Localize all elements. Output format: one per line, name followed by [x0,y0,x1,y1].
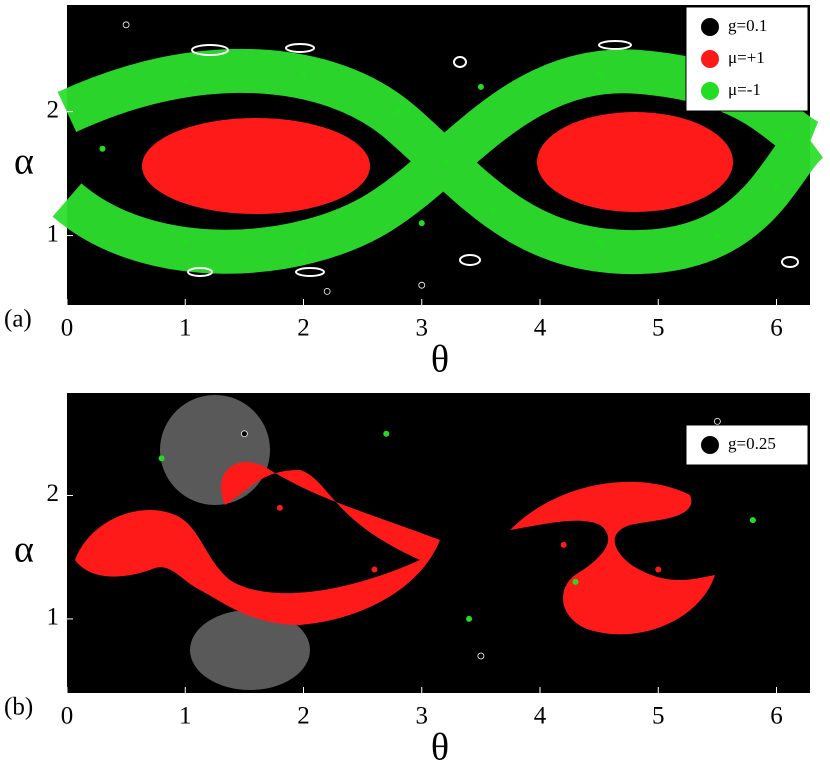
legend-marker [701,18,719,36]
x-tick-label: 2 [297,703,310,730]
point [158,455,165,462]
y-axis-label: α [14,141,34,183]
point [182,170,189,177]
point [146,541,153,548]
point [667,145,674,152]
y-tick-label: 2 [47,96,60,123]
point [240,430,248,438]
legend-label: g=0.25 [728,434,776,453]
point [323,287,331,295]
legend-marker [701,436,719,454]
point [442,158,449,165]
point [418,220,425,227]
small-islands [187,40,799,277]
point [572,578,579,585]
legend-marker [701,82,719,100]
x-tick-label: 6 [770,315,783,342]
point [395,108,402,115]
point [466,615,473,622]
panel-label: (b) [4,694,33,721]
point [182,238,189,245]
x-axis-label: θ [431,727,449,769]
y-axis-label: α [14,529,34,571]
point [655,566,662,573]
legend-label: μ=+1 [728,48,765,67]
x-tick-label: 1 [179,315,192,342]
x-tick-label: 1 [179,703,192,730]
point [489,207,496,214]
point [276,504,283,511]
x-tick-label: 3 [416,315,429,342]
red-region [510,481,715,635]
panel-label: (a) [4,306,32,333]
point [182,77,189,84]
x-tick-label: 4 [534,315,547,342]
x-tick-label: 2 [297,315,310,342]
x-tick-label: 4 [534,703,547,730]
point [773,182,780,189]
point [714,232,721,239]
point [383,430,390,437]
y-tick-label: 2 [47,480,60,507]
point [560,170,567,177]
point [785,133,792,140]
legend-marker [701,50,719,68]
point [418,281,426,289]
point [371,566,378,573]
x-tick-label: 6 [770,703,783,730]
point [247,158,254,165]
point [300,71,307,78]
point [477,652,485,660]
point [300,251,307,258]
point [122,21,130,29]
point [596,71,603,78]
point [477,83,484,90]
red-island [537,112,733,212]
point [713,417,721,425]
point [749,517,756,524]
red-island [142,118,370,214]
y-tick-label: 1 [47,604,60,631]
point [596,238,603,245]
point [613,158,620,165]
point [312,145,319,152]
legend-label: μ=-1 [728,80,761,99]
legend-label: g=0.1 [728,16,767,35]
x-tick-label: 5 [652,315,665,342]
x-tick-label: 5 [652,703,665,730]
x-tick-label: 3 [416,703,429,730]
point [560,541,567,548]
point [99,145,106,152]
x-axis-label: θ [431,339,449,381]
y-tick-label: 1 [47,220,60,247]
x-tick-label: 0 [61,315,74,342]
x-tick-label: 0 [61,703,74,730]
